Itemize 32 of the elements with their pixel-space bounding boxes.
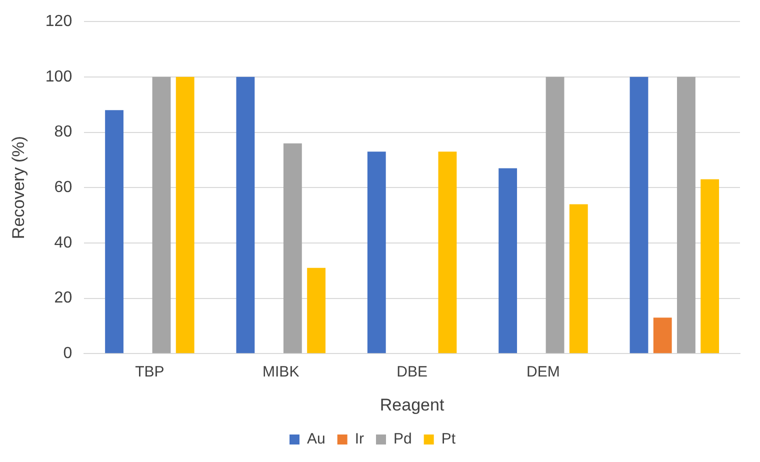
y-tick-label: 40 bbox=[54, 234, 72, 252]
bar bbox=[569, 204, 588, 354]
bar bbox=[498, 168, 518, 354]
legend-label: Pt bbox=[441, 430, 456, 448]
x-axis-title: Reagent bbox=[380, 395, 444, 414]
bar bbox=[152, 76, 171, 354]
x-tick-label: DBE bbox=[396, 364, 428, 381]
legend-label: Au bbox=[306, 430, 326, 448]
y-tick-label: 80 bbox=[54, 124, 72, 141]
x-tick-label: TBP bbox=[135, 364, 164, 381]
bar bbox=[438, 152, 457, 354]
bar bbox=[236, 76, 255, 354]
y-tick-label: 100 bbox=[45, 68, 72, 86]
y-tick-label: 20 bbox=[54, 290, 72, 307]
bar bbox=[307, 268, 326, 354]
y-tick-label: 120 bbox=[45, 13, 72, 30]
bar bbox=[105, 110, 124, 354]
bar bbox=[176, 76, 194, 354]
legend-label: Pd bbox=[393, 430, 412, 448]
bar bbox=[283, 143, 302, 354]
bar bbox=[367, 152, 386, 354]
bar bbox=[546, 76, 564, 354]
bar bbox=[630, 76, 648, 354]
bar bbox=[677, 76, 696, 354]
y-tick-label: 60 bbox=[54, 179, 72, 196]
y-axis-title: Recovery (%) bbox=[8, 136, 28, 240]
y-tick-label: 0 bbox=[63, 345, 72, 362]
bar bbox=[700, 179, 720, 354]
x-tick-label: MIBK bbox=[262, 364, 300, 381]
bar bbox=[653, 318, 672, 354]
x-tick-label: DEM bbox=[526, 364, 560, 381]
legend-label: Ir bbox=[354, 430, 364, 448]
